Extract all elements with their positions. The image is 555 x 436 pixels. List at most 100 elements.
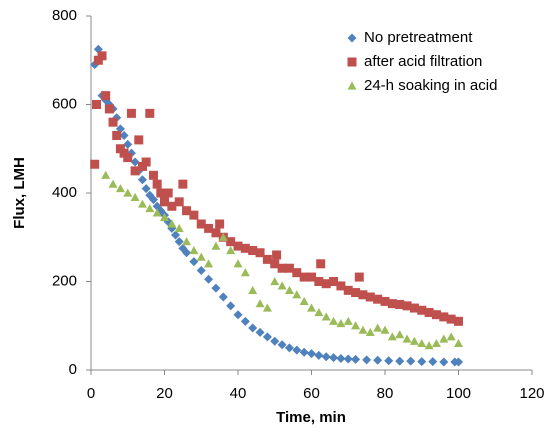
point — [329, 353, 339, 363]
point — [307, 272, 316, 282]
point — [402, 301, 412, 311]
point — [218, 292, 228, 302]
point — [395, 330, 405, 339]
point — [123, 139, 133, 149]
point — [262, 332, 272, 342]
point — [365, 327, 375, 336]
point — [351, 354, 361, 364]
point — [284, 263, 294, 273]
point — [97, 51, 107, 61]
point — [380, 325, 390, 334]
y-tick-label: 0 — [69, 361, 77, 378]
point — [123, 188, 133, 197]
point — [233, 310, 243, 320]
point — [90, 159, 100, 169]
point — [454, 357, 463, 367]
point — [174, 223, 184, 232]
point — [299, 296, 309, 306]
point — [417, 357, 427, 367]
point — [160, 212, 169, 221]
point — [262, 254, 272, 264]
point — [336, 281, 346, 291]
x-tick-label: 20 — [156, 385, 173, 402]
point — [240, 316, 250, 326]
x-tick-label: 60 — [303, 385, 320, 402]
point — [248, 323, 258, 333]
point — [226, 237, 236, 247]
point — [255, 327, 265, 337]
point — [130, 192, 140, 202]
point — [104, 104, 114, 114]
point — [233, 259, 243, 268]
point — [101, 170, 111, 179]
point — [189, 210, 199, 220]
point — [321, 279, 331, 289]
point — [387, 332, 397, 341]
point — [182, 248, 192, 258]
point — [292, 268, 302, 278]
point — [174, 237, 184, 247]
point — [262, 303, 272, 312]
point — [446, 332, 456, 341]
point — [152, 179, 162, 189]
point — [204, 274, 214, 284]
point — [343, 354, 353, 364]
point — [439, 357, 449, 367]
point — [373, 294, 383, 304]
point — [226, 246, 236, 255]
point — [126, 108, 136, 118]
legend-label: after acid filtration — [364, 53, 482, 70]
point — [314, 307, 324, 317]
point — [270, 277, 280, 286]
point — [373, 355, 383, 365]
legend-marker — [347, 33, 357, 43]
y-tick-label: 200 — [52, 272, 77, 289]
point — [204, 223, 214, 233]
point — [284, 343, 294, 353]
point — [424, 307, 434, 317]
point — [358, 290, 368, 300]
y-tick-label: 800 — [52, 7, 77, 24]
point — [351, 288, 361, 298]
point — [101, 91, 111, 101]
point — [387, 299, 397, 309]
point — [204, 259, 214, 268]
point — [108, 179, 118, 188]
point — [292, 290, 302, 299]
point — [354, 272, 364, 282]
point — [92, 100, 102, 109]
point — [178, 179, 188, 189]
point — [336, 319, 346, 328]
point — [189, 257, 199, 267]
x-tick-label: 80 — [377, 385, 394, 402]
point — [115, 184, 125, 193]
point — [307, 349, 316, 359]
point — [163, 188, 173, 198]
point — [316, 259, 326, 269]
point — [130, 157, 140, 167]
x-tick-label: 120 — [519, 385, 544, 402]
point — [148, 195, 158, 205]
point — [277, 281, 287, 290]
point — [270, 336, 280, 346]
point — [454, 316, 463, 326]
point — [336, 353, 346, 363]
point — [365, 292, 375, 302]
point — [211, 228, 221, 238]
point — [196, 219, 206, 229]
point — [380, 296, 390, 306]
point — [358, 325, 368, 334]
point — [409, 336, 419, 345]
point — [343, 285, 353, 295]
point — [417, 305, 427, 315]
point — [141, 157, 151, 167]
point — [112, 130, 122, 140]
point — [171, 230, 181, 240]
point — [215, 219, 225, 229]
point — [321, 312, 331, 321]
point — [174, 197, 184, 207]
point — [167, 201, 177, 211]
point — [373, 323, 383, 332]
point — [439, 334, 449, 343]
point — [141, 184, 151, 194]
